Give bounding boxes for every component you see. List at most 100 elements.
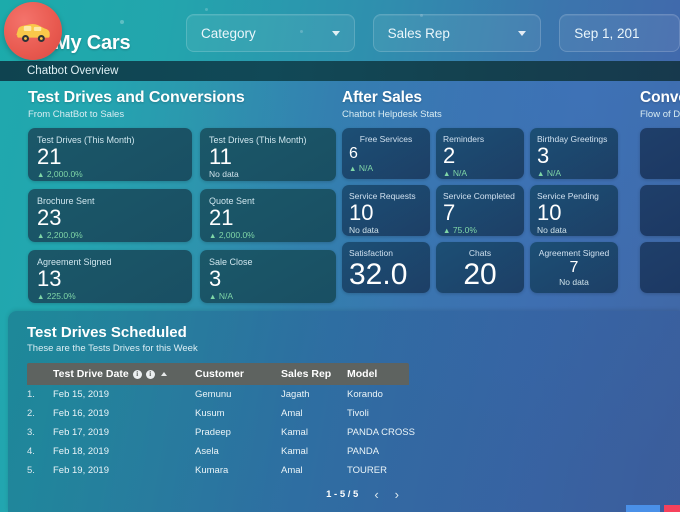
section-subtitle: Chatbot Helpdesk Stats <box>342 109 442 120</box>
kpi-delta: ▲ 2,000.0% <box>209 230 255 240</box>
kpi-card[interactable]: Agreement Signed 7 No data <box>530 242 618 293</box>
brand[interactable]: My Cars <box>4 2 131 60</box>
cell-customer: Asela <box>195 446 219 457</box>
decor-dot <box>120 20 124 24</box>
col-test-drive-date[interactable]: Test Drive Date i i <box>53 368 195 380</box>
kpi-card[interactable] <box>640 242 680 293</box>
filter-sales-rep[interactable]: Sales Rep <box>372 14 542 52</box>
section-test-drives-conversions: Test Drives and Conversions From ChatBot… <box>8 81 336 309</box>
kpi-label: Agreement Signed <box>37 257 112 267</box>
kpi-delta-text: 2,000.0% <box>46 169 83 179</box>
section-subtitle: Flow of D <box>640 109 680 120</box>
kpi-label: Service Requests <box>349 191 416 201</box>
table-panel-subtitle: These are the Tests Drives for this Week <box>27 343 198 354</box>
kpi-delta: ▲ N/A <box>209 291 233 301</box>
cell-index: 5. <box>27 465 35 476</box>
info-icon[interactable]: i <box>132 369 142 379</box>
kpi-delta: ▲ N/A <box>443 168 467 178</box>
kpi-label: Agreement Signed <box>538 248 610 258</box>
cell-index: 4. <box>27 446 35 457</box>
kpi-label: Service Pending <box>537 191 599 201</box>
kpi-card[interactable]: Agreement Signed 13 ▲ 225.0% <box>28 250 192 303</box>
col-sales-rep[interactable]: Sales Rep <box>281 368 332 380</box>
kpi-delta: No data <box>537 225 611 236</box>
kpi-label: Free Services <box>359 134 413 144</box>
kpi-card[interactable]: Chats 20 <box>436 242 524 293</box>
kpi-card[interactable]: Free Services 6 ▲ N/A <box>342 128 430 179</box>
kpi-card[interactable]: Service Pending 10 No data <box>530 185 618 236</box>
kpi-card[interactable]: Sale Close 3 ▲ N/A <box>200 250 336 303</box>
kpi-delta: ▲ 2,000.0% <box>37 169 83 179</box>
kpi-delta: ▲ 225.0% <box>37 291 76 301</box>
kpi-card[interactable]: Brochure Sent 23 ▲ 2,200.0% <box>28 189 192 242</box>
kpi-value: 32.0 <box>349 258 408 291</box>
cell-customer: Kumara <box>195 465 229 476</box>
decor-dot <box>205 8 208 11</box>
kpi-card[interactable]: Service Requests 10 No data <box>342 185 430 236</box>
cell-customer: Kusum <box>195 408 225 419</box>
kpi-card[interactable] <box>640 185 680 236</box>
kpi-value: 13 <box>37 266 62 291</box>
kpi-card[interactable]: Quote Sent 21 ▲ 2,000.0% <box>200 189 336 242</box>
table-pagination: 1 - 5 / 5 ‹ › <box>27 482 409 506</box>
cell-sales-rep: Amal <box>281 465 303 476</box>
info-icon[interactable]: i <box>145 369 155 379</box>
kpi-label: Sale Close <box>209 257 253 267</box>
kpi-label: Quote Sent <box>209 196 255 206</box>
chevron-right-icon[interactable]: › <box>394 486 399 502</box>
kpi-value: 23 <box>37 205 62 230</box>
sort-ascending-icon[interactable] <box>160 372 167 376</box>
car-icon <box>16 24 50 42</box>
table-panel-title: Test Drives Scheduled <box>27 324 187 341</box>
kpi-delta: No data <box>349 225 423 236</box>
chevron-left-icon[interactable]: ‹ <box>374 486 379 502</box>
table-row[interactable]: 3. Feb 17, 2019 Pradeep Kamal PANDA CROS… <box>27 423 415 442</box>
cell-date: Feb 17, 2019 <box>53 427 109 438</box>
kpi-label: Service Completed <box>443 191 515 201</box>
kpi-label: Birthday Greetings <box>537 134 608 144</box>
filter-date-range[interactable]: Sep 1, 201 <box>559 14 680 52</box>
bar-car-quote-sent[interactable] <box>626 505 660 512</box>
kpi-card[interactable]: Reminders 2 ▲ N/A <box>436 128 524 179</box>
kpi-label: Chats <box>468 248 492 258</box>
kpi-delta-text: N/A <box>218 291 233 301</box>
bottom-panel: Test Drives Scheduled These are the Test… <box>8 311 680 512</box>
kpi-value: 11 <box>209 144 232 169</box>
cell-date: Feb 18, 2019 <box>53 446 109 457</box>
table-row[interactable]: 2. Feb 16, 2019 Kusum Amal Tivoli <box>27 404 409 423</box>
filter-category-label: Category <box>201 25 256 41</box>
kpi-card[interactable]: Test Drives (This Month) 21 ▲ 2,000.0% <box>28 128 192 181</box>
cell-date: Feb 19, 2019 <box>53 465 109 476</box>
kpi-value: 7 <box>443 200 456 225</box>
kpi-label: Reminders <box>443 134 485 144</box>
cell-sales-rep: Kamal <box>281 427 308 438</box>
kpi-delta-text: 75.0% <box>452 225 477 235</box>
kpi-card[interactable]: Birthday Greetings 3 ▲ N/A <box>530 128 618 179</box>
cell-index: 1. <box>27 389 35 400</box>
kpi-card[interactable]: Service Completed 7 ▲ 75.0% <box>436 185 524 236</box>
table-row[interactable]: 4. Feb 18, 2019 Asela Kamal PANDA <box>27 442 409 461</box>
filter-category[interactable]: Category <box>186 14 355 52</box>
bar-car-test-drive-completed[interactable] <box>664 505 680 512</box>
kpi-card[interactable]: Satisfaction 32.0 <box>342 242 430 293</box>
section-after-sales: After Sales Chatbot Helpdesk Stats Free … <box>332 81 622 309</box>
table-row[interactable]: 5. Feb 19, 2019 Kumara Amal TOURER <box>27 461 409 480</box>
kpi-value: 3 <box>537 143 550 168</box>
kpi-delta: No data <box>209 169 327 180</box>
section-conversions: Conve Flow of D <box>632 81 680 309</box>
kpi-delta-text: No data <box>209 169 239 179</box>
kpi-card[interactable]: Test Drives (This Month) 11 No data <box>200 128 336 181</box>
kpi-value: 6 <box>349 145 358 162</box>
kpi-value: 10 <box>537 200 562 225</box>
col-label: Test Drive Date <box>53 368 129 380</box>
decor-dot <box>420 14 423 17</box>
cell-sales-rep: Jagath <box>281 389 310 400</box>
kpi-delta-text: No data <box>559 277 589 287</box>
kpi-grid: Free Services 6 ▲ N/A Reminders 2 ▲ N/A … <box>342 128 622 293</box>
kpi-card[interactable] <box>640 128 680 179</box>
col-customer[interactable]: Customer <box>195 368 245 380</box>
table-row[interactable]: 1. Feb 15, 2019 Gemunu Jagath Korando <box>27 385 409 404</box>
section-title: Test Drives and Conversions <box>28 89 245 106</box>
col-model[interactable]: Model <box>347 368 378 380</box>
